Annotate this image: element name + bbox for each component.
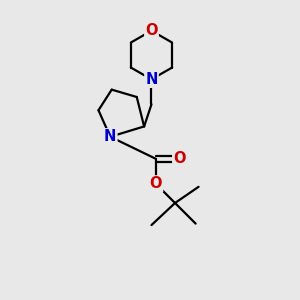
Text: O: O <box>145 23 158 38</box>
Text: N: N <box>104 129 116 144</box>
Text: O: O <box>173 151 186 166</box>
Text: N: N <box>145 72 158 87</box>
Text: O: O <box>150 176 162 191</box>
